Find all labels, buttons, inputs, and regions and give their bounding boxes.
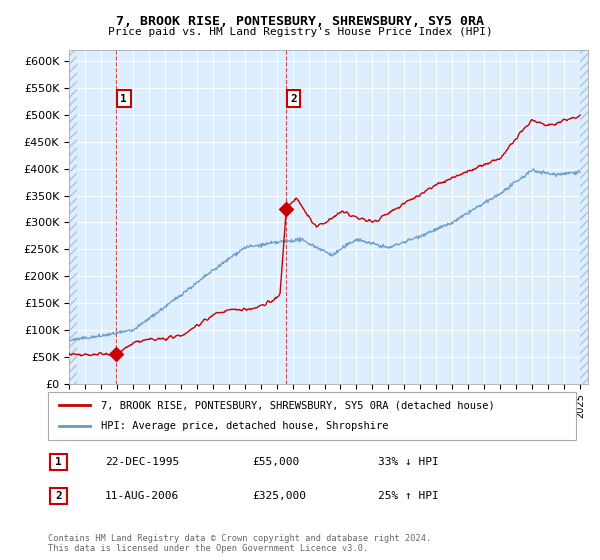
Point — [281, 204, 291, 213]
Text: 22-DEC-1995: 22-DEC-1995 — [105, 457, 179, 467]
Text: 1: 1 — [55, 457, 62, 467]
Text: 25% ↑ HPI: 25% ↑ HPI — [378, 491, 439, 501]
Text: 7, BROOK RISE, PONTESBURY, SHREWSBURY, SY5 0RA: 7, BROOK RISE, PONTESBURY, SHREWSBURY, S… — [116, 15, 484, 28]
Text: Price paid vs. HM Land Registry's House Price Index (HPI): Price paid vs. HM Land Registry's House … — [107, 27, 493, 37]
Text: 1: 1 — [121, 94, 127, 104]
Bar — [69, 50, 77, 384]
Text: HPI: Average price, detached house, Shropshire: HPI: Average price, detached house, Shro… — [101, 421, 388, 431]
Point — [112, 349, 121, 358]
FancyBboxPatch shape — [50, 454, 67, 470]
Text: 33% ↓ HPI: 33% ↓ HPI — [378, 457, 439, 467]
FancyBboxPatch shape — [50, 488, 67, 503]
Text: 11-AUG-2006: 11-AUG-2006 — [105, 491, 179, 501]
Bar — [580, 50, 588, 384]
FancyBboxPatch shape — [48, 392, 576, 440]
Text: £55,000: £55,000 — [252, 457, 299, 467]
Text: 2: 2 — [55, 491, 62, 501]
Text: £325,000: £325,000 — [252, 491, 306, 501]
Text: Contains HM Land Registry data © Crown copyright and database right 2024.
This d: Contains HM Land Registry data © Crown c… — [48, 534, 431, 553]
Text: 7, BROOK RISE, PONTESBURY, SHREWSBURY, SY5 0RA (detached house): 7, BROOK RISE, PONTESBURY, SHREWSBURY, S… — [101, 400, 494, 410]
Text: 2: 2 — [290, 94, 297, 104]
